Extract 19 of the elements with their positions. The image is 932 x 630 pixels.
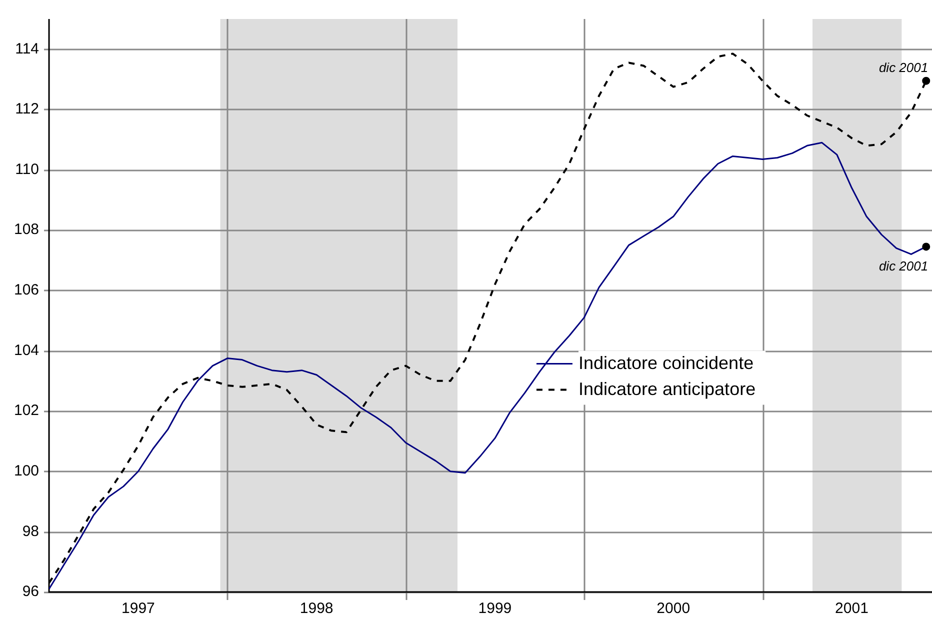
x-tick-label: 1998 [300, 600, 334, 618]
annotation: dic 2001 [878, 258, 928, 274]
y-tick-label: 104 [14, 342, 40, 359]
legend-label: Indicatore anticipatore [578, 378, 756, 399]
y-tick-label: 108 [14, 221, 40, 238]
y-tick-label: 102 [14, 402, 40, 420]
y-tick-label: 100 [14, 462, 40, 480]
y-tick-label: 98 [22, 522, 40, 540]
x-tick-label: 1997 [122, 600, 155, 618]
y-tick-label: 96 [22, 583, 40, 600]
x-tick-label: 1999 [478, 600, 512, 618]
y-tick-label: 112 [15, 100, 40, 118]
y-tick-label: 106 [14, 282, 40, 299]
legend-label: Indicatore coincidente [578, 352, 754, 373]
annotation: dic 2001 [878, 60, 928, 75]
x-tick-label: 2001 [835, 600, 868, 618]
x-tick-label: 2000 [656, 600, 690, 618]
y-tick-label: 114 [15, 40, 40, 58]
y-tick-label: 110 [15, 160, 40, 178]
